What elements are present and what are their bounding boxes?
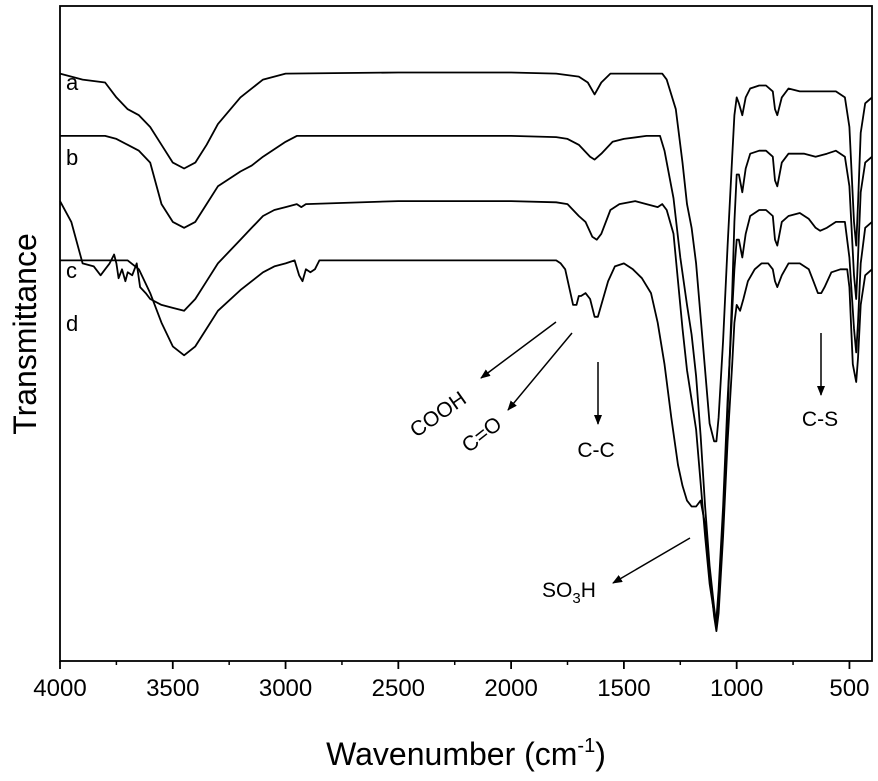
series-label-c: c bbox=[66, 258, 77, 283]
annotation-co: C=O bbox=[458, 412, 507, 457]
annotation-cooh: COOH bbox=[406, 387, 471, 442]
cooh-arrow bbox=[480, 321, 557, 379]
spectrum-line-c bbox=[59, 200, 873, 621]
spectrum-line-d bbox=[60, 259, 873, 632]
annotation-so3h: SO3H bbox=[542, 579, 596, 607]
series-label-a: a bbox=[66, 70, 79, 95]
annotation-so3h-sub: 3 bbox=[572, 590, 580, 607]
x-axis-title: Wavenumber (cm-1) bbox=[326, 735, 606, 772]
x-axis-title-main: Wavenumber (cm bbox=[326, 736, 577, 772]
x-tick-label: 2000 bbox=[484, 675, 537, 702]
x-tick-label: 2500 bbox=[372, 675, 425, 702]
spectrum-line-b bbox=[60, 135, 873, 626]
x-tick-label: 1500 bbox=[597, 675, 650, 702]
co-arrow bbox=[507, 332, 573, 411]
x-tick-label: 4000 bbox=[33, 675, 86, 702]
x-tick-label: 3500 bbox=[146, 675, 199, 702]
series-label-b: b bbox=[66, 145, 78, 170]
so3h-arrow bbox=[612, 537, 691, 584]
series-label-d: d bbox=[66, 311, 78, 336]
y-axis-title: Transmittance bbox=[7, 233, 43, 435]
x-axis-title-close: ) bbox=[595, 736, 606, 772]
x-tick-label: 1000 bbox=[710, 675, 763, 702]
annotation-cc: C-C bbox=[577, 439, 614, 462]
spectrum-line-a bbox=[59, 71, 873, 443]
x-tick-label: 500 bbox=[829, 675, 869, 702]
x-tick-label: 3000 bbox=[259, 675, 312, 702]
x-axis-ticks: 4000 3500 3000 2500 2000 1500 1000 500 bbox=[33, 661, 869, 702]
spectra-group bbox=[59, 71, 873, 632]
x-axis-title-sup: -1 bbox=[577, 735, 595, 757]
plot-frame bbox=[59, 5, 873, 662]
annotation-cs: C-S bbox=[802, 408, 838, 431]
annotation-so3h-main: SO bbox=[542, 579, 572, 602]
annotation-so3h-tail: H bbox=[581, 579, 596, 602]
